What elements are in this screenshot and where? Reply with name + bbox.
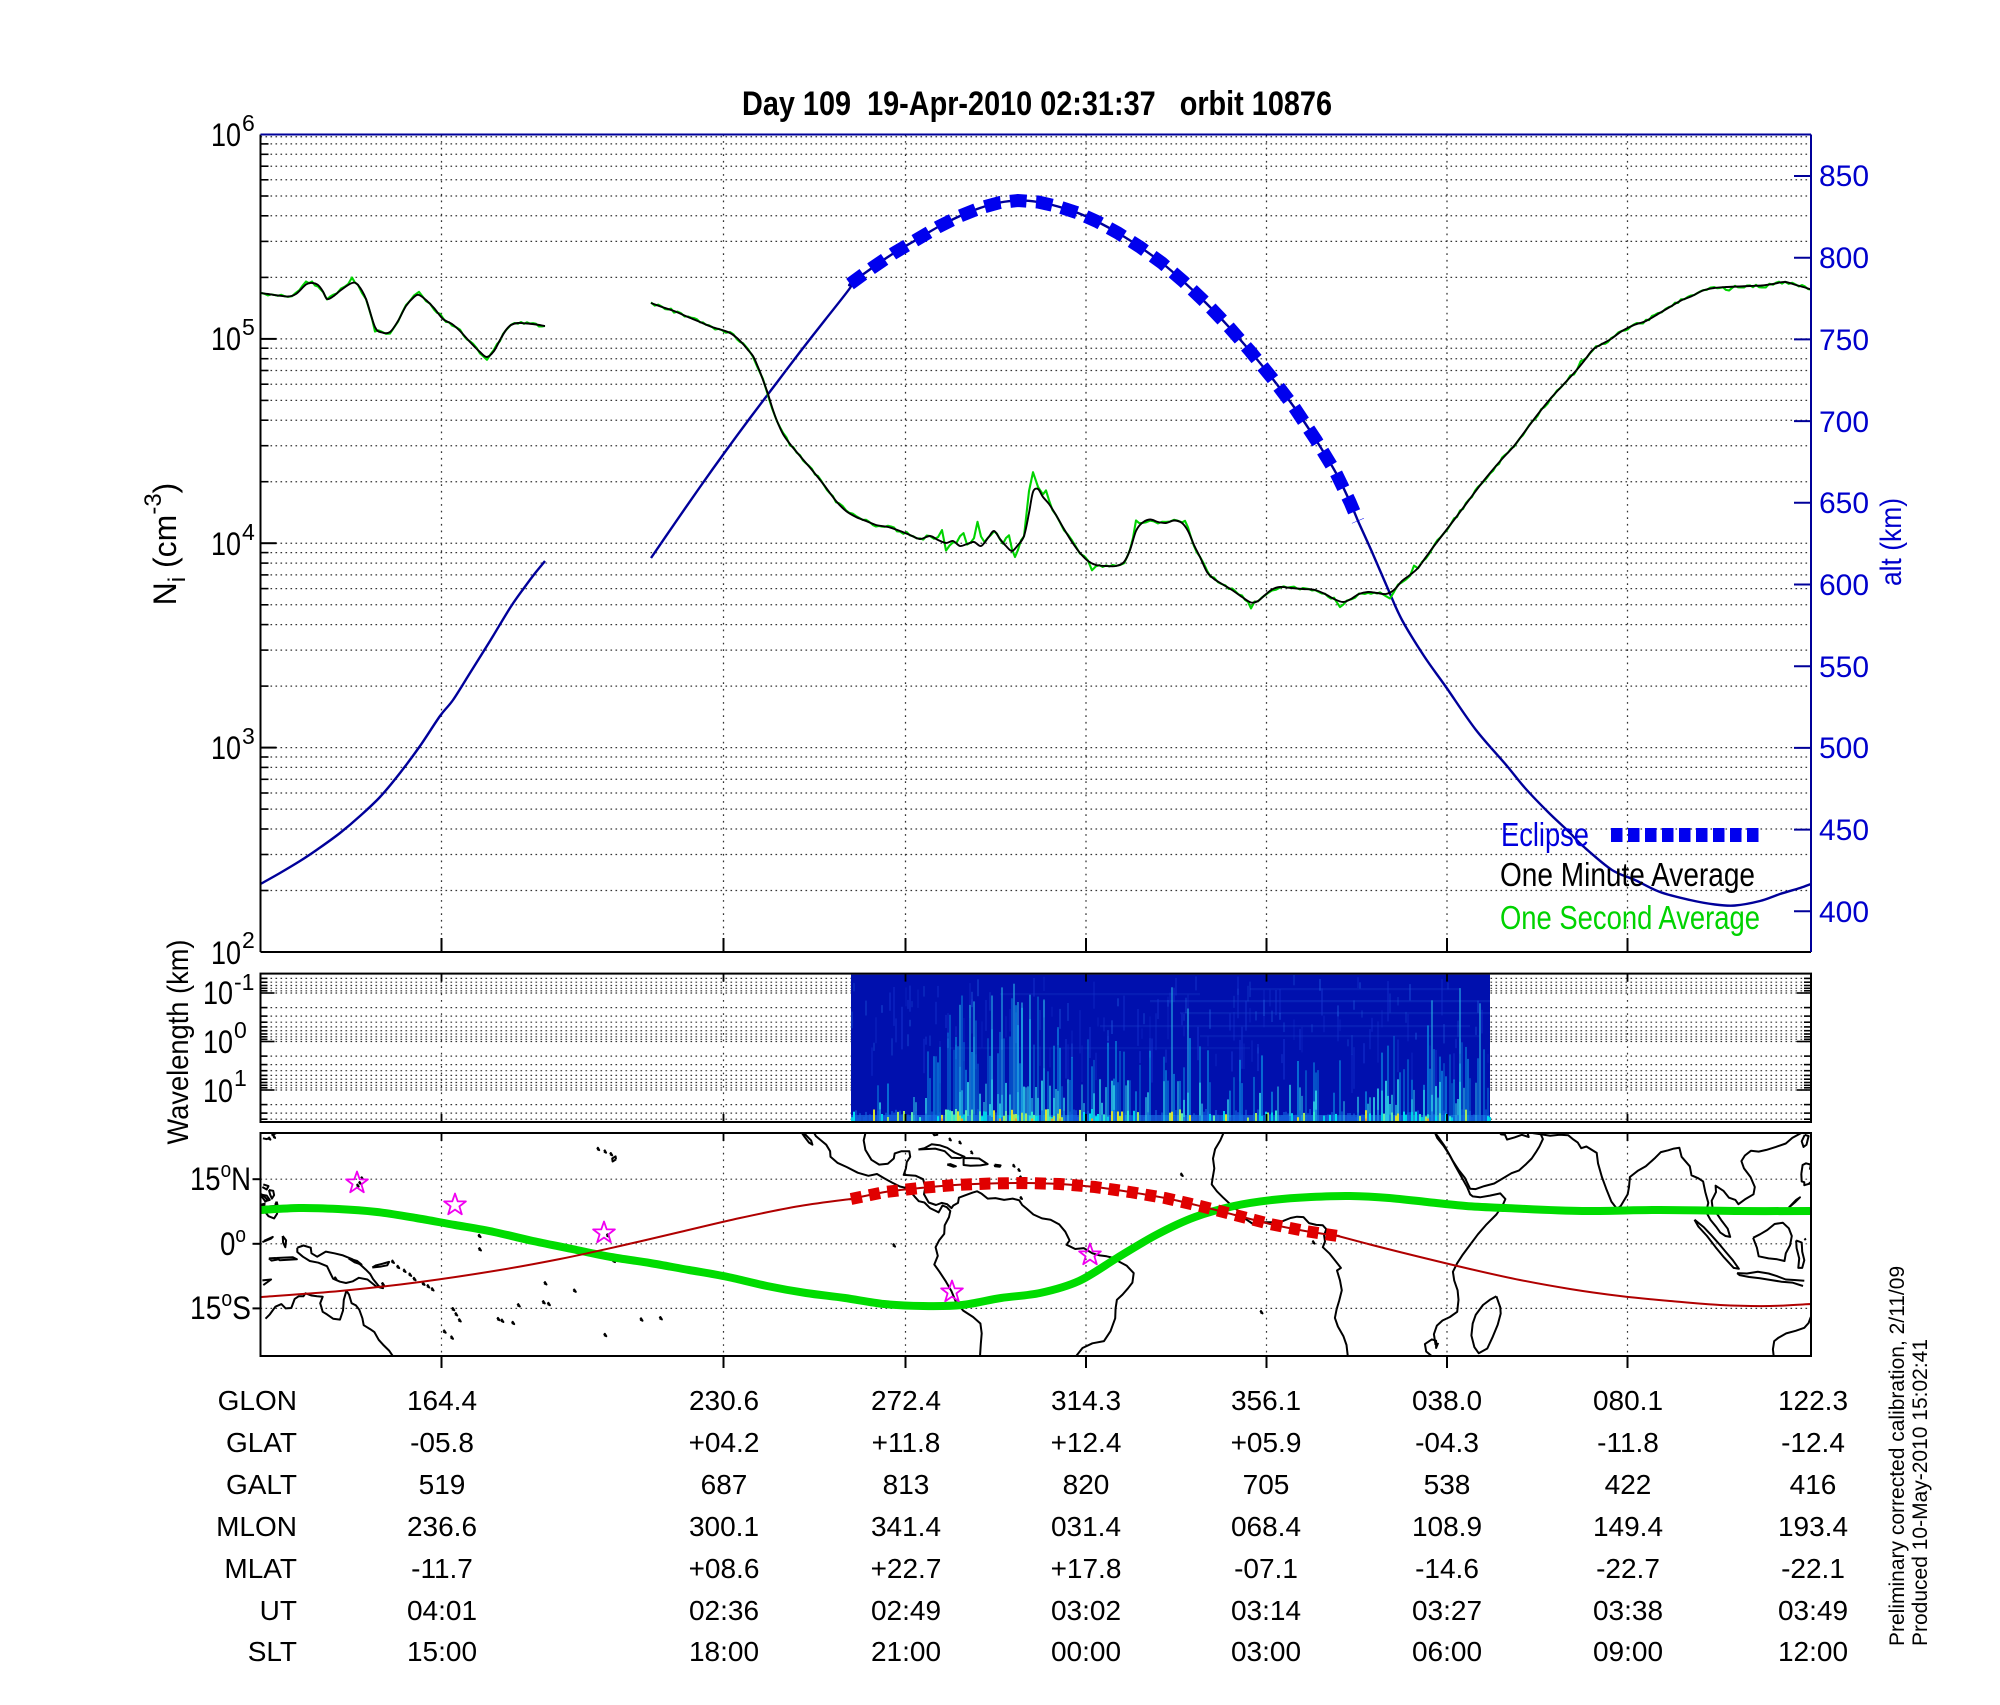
- svg-text:4: 4: [242, 519, 255, 545]
- svg-text:538: 538: [1424, 1469, 1471, 1500]
- svg-text:700: 700: [1819, 406, 1869, 439]
- svg-text:031.4: 031.4: [1051, 1511, 1121, 1542]
- svg-text:04:01: 04:01: [407, 1595, 477, 1626]
- svg-text:+17.8: +17.8: [1051, 1553, 1122, 1584]
- svg-text:341.4: 341.4: [871, 1511, 941, 1542]
- svg-text:-07.1: -07.1: [1234, 1553, 1298, 1584]
- svg-text:122.3: 122.3: [1778, 1385, 1848, 1416]
- svg-text:068.4: 068.4: [1231, 1511, 1301, 1542]
- svg-text:750: 750: [1819, 324, 1869, 357]
- svg-text:108.9: 108.9: [1412, 1511, 1482, 1542]
- svg-text:3: 3: [242, 723, 255, 749]
- svg-text:Day 109 19-Apr-2010 02:31:37: Day 109 19-Apr-2010 02:31:37 orbit 10876: [742, 85, 1332, 123]
- svg-text:422: 422: [1605, 1469, 1652, 1500]
- svg-text:10: 10: [203, 975, 233, 1011]
- svg-text:21:00: 21:00: [871, 1636, 941, 1667]
- svg-text:820: 820: [1063, 1469, 1110, 1500]
- svg-text:550: 550: [1819, 651, 1869, 684]
- svg-text:UT: UT: [260, 1595, 297, 1626]
- svg-text:10: 10: [211, 935, 241, 971]
- svg-text:164.4: 164.4: [407, 1385, 477, 1416]
- svg-text:One Minute Average: One Minute Average: [1500, 856, 1755, 893]
- svg-text:-11.7: -11.7: [411, 1553, 473, 1584]
- svg-text:813: 813: [883, 1469, 930, 1500]
- svg-text:02:36: 02:36: [689, 1595, 759, 1626]
- svg-text:080.1: 080.1: [1593, 1385, 1663, 1416]
- svg-text:850: 850: [1819, 160, 1869, 193]
- svg-text:15oN: 15oN: [190, 1157, 251, 1197]
- svg-text:+11.8: +11.8: [872, 1427, 941, 1458]
- svg-text:230.6: 230.6: [689, 1385, 759, 1416]
- svg-text:600: 600: [1819, 569, 1869, 602]
- svg-text:00:00: 00:00: [1051, 1636, 1121, 1667]
- svg-text:03:00: 03:00: [1231, 1636, 1301, 1667]
- svg-text:450: 450: [1819, 814, 1869, 847]
- svg-text:GLAT: GLAT: [226, 1427, 297, 1458]
- svg-text:+04.2: +04.2: [689, 1427, 760, 1458]
- svg-text:193.4: 193.4: [1778, 1511, 1848, 1542]
- svg-text:18:00: 18:00: [689, 1636, 759, 1667]
- svg-text:650: 650: [1819, 487, 1869, 520]
- svg-text:03:38: 03:38: [1593, 1595, 1663, 1626]
- svg-text:149.4: 149.4: [1593, 1511, 1663, 1542]
- svg-text:705: 705: [1243, 1469, 1290, 1500]
- svg-text:10: 10: [211, 730, 241, 766]
- svg-text:519: 519: [419, 1469, 466, 1500]
- svg-text:GLON: GLON: [218, 1385, 297, 1416]
- svg-text:10: 10: [211, 117, 241, 153]
- svg-text:038.0: 038.0: [1412, 1385, 1482, 1416]
- svg-text:272.4: 272.4: [871, 1385, 941, 1416]
- svg-text:MLAT: MLAT: [224, 1553, 297, 1584]
- svg-text:800: 800: [1819, 242, 1869, 275]
- svg-text:MLON: MLON: [216, 1511, 297, 1542]
- svg-text:15oS: 15oS: [190, 1286, 251, 1326]
- svg-text:Wavelength (km): Wavelength (km): [162, 940, 195, 1145]
- svg-text:03:49: 03:49: [1778, 1595, 1848, 1626]
- svg-text:10: 10: [203, 1024, 233, 1060]
- svg-text:03:14: 03:14: [1231, 1595, 1301, 1626]
- svg-text:1: 1: [234, 1065, 247, 1091]
- svg-text:10: 10: [211, 321, 241, 357]
- svg-text:03:27: 03:27: [1412, 1595, 1482, 1626]
- svg-text:687: 687: [701, 1469, 748, 1500]
- svg-text:6: 6: [242, 110, 255, 136]
- svg-text:5: 5: [242, 314, 255, 340]
- svg-text:+05.9: +05.9: [1231, 1427, 1302, 1458]
- svg-text:Eclipse: Eclipse: [1501, 816, 1589, 853]
- svg-text:03:02: 03:02: [1051, 1595, 1121, 1626]
- svg-text:0: 0: [234, 1017, 247, 1043]
- svg-text:Produced 10-May-2010 15:02:41: Produced 10-May-2010 15:02:41: [1909, 1339, 1932, 1646]
- svg-text:alt (km): alt (km): [1875, 498, 1908, 586]
- svg-text:314.3: 314.3: [1051, 1385, 1121, 1416]
- svg-text:+22.7: +22.7: [871, 1553, 942, 1584]
- svg-text:+12.4: +12.4: [1051, 1427, 1122, 1458]
- svg-text:300.1: 300.1: [689, 1511, 759, 1542]
- svg-text:-05.8: -05.8: [410, 1427, 474, 1458]
- svg-text:400: 400: [1819, 896, 1869, 929]
- svg-text:12:00: 12:00: [1778, 1636, 1848, 1667]
- svg-text:236.6: 236.6: [407, 1511, 477, 1542]
- svg-text:10: 10: [203, 1073, 233, 1109]
- svg-text:SLT: SLT: [248, 1636, 297, 1667]
- svg-text:-14.6: -14.6: [1415, 1553, 1479, 1584]
- svg-text:416: 416: [1790, 1469, 1837, 1500]
- svg-text:-1: -1: [234, 969, 254, 995]
- svg-text:-11.8: -11.8: [1597, 1427, 1659, 1458]
- svg-text:15:00: 15:00: [407, 1636, 477, 1667]
- svg-text:2: 2: [242, 927, 255, 953]
- svg-text:+08.6: +08.6: [689, 1553, 760, 1584]
- svg-text:-04.3: -04.3: [1415, 1427, 1479, 1458]
- svg-text:-12.4: -12.4: [1781, 1427, 1845, 1458]
- svg-text:-22.7: -22.7: [1596, 1553, 1660, 1584]
- svg-text:02:49: 02:49: [871, 1595, 941, 1626]
- svg-text:06:00: 06:00: [1412, 1636, 1482, 1667]
- svg-text:500: 500: [1819, 732, 1869, 765]
- svg-text:One Second Average: One Second Average: [1500, 899, 1760, 936]
- svg-text:Preliminary corrected calibrat: Preliminary corrected calibration, 2/11/…: [1886, 1266, 1909, 1646]
- svg-text:-22.1: -22.1: [1781, 1553, 1845, 1584]
- svg-text:356.1: 356.1: [1231, 1385, 1301, 1416]
- svg-text:09:00: 09:00: [1593, 1636, 1663, 1667]
- svg-text:10: 10: [211, 526, 241, 562]
- svg-text:GALT: GALT: [226, 1469, 297, 1500]
